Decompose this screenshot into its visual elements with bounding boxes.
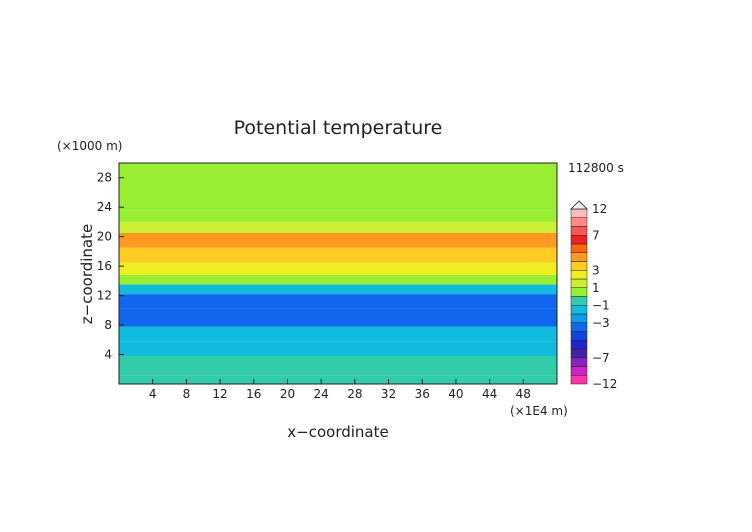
colorbar-swatch	[570, 348, 588, 358]
temperature-band-11	[119, 221, 557, 233]
temperature-band-9	[119, 247, 557, 263]
colorbar-label: 1	[592, 281, 600, 295]
colorbar-label: −1	[592, 298, 610, 312]
y-tick-label: 24	[97, 200, 112, 214]
temperature-band-8	[119, 262, 557, 275]
colorbar-label: −3	[592, 316, 610, 330]
x-tick-label: 28	[347, 387, 362, 401]
temperature-band-13	[119, 192, 557, 211]
x-axis: 4 8 12 16 20 24 28 32 36 40 44 48	[149, 379, 531, 401]
y-axis: 4 8 12 16 20 24 28	[97, 171, 124, 362]
temperature-band-12	[119, 210, 557, 222]
colorbar-swatch	[570, 226, 588, 236]
colorbar-swatch	[570, 322, 588, 332]
y-tick-label: 20	[97, 230, 112, 244]
colorbar-swatch	[570, 217, 588, 227]
x-tick-label: 48	[516, 387, 531, 401]
colorbar-label: 12	[592, 202, 607, 216]
x-tick-label: 4	[149, 387, 157, 401]
temperature-band-7	[119, 274, 557, 285]
x-tick-label: 44	[482, 387, 497, 401]
colorbar-swatch	[570, 366, 588, 376]
temperature-band-5	[119, 294, 557, 309]
colorbar-label: 3	[592, 263, 600, 277]
colorbar-extend-arrow	[570, 200, 588, 210]
y-tick-label: 16	[97, 259, 112, 273]
x-tick-label: 40	[448, 387, 463, 401]
temperature-band-1	[119, 356, 557, 376]
colorbar-swatch	[570, 243, 588, 253]
colorbar-swatch	[570, 252, 588, 262]
colorbar-swatch	[570, 340, 588, 350]
plot-frame	[118, 162, 558, 385]
x-tick-label: 12	[212, 387, 227, 401]
colorbar-swatch	[570, 208, 588, 218]
y-unit-label: (×1000 m)	[57, 139, 122, 153]
colorbar-swatch	[570, 375, 588, 385]
temperature-band-3	[119, 326, 557, 342]
colorbar-swatch	[570, 305, 588, 315]
colorbar-swatch	[570, 313, 588, 323]
temperature-band-6	[119, 284, 557, 295]
x-tick-label: 8	[183, 387, 191, 401]
y-tick-label: 28	[97, 171, 112, 185]
x-tick-label: 24	[314, 387, 329, 401]
colorbar-swatch	[570, 331, 588, 341]
temperature-band-2	[119, 341, 557, 357]
colorbar-label: −7	[592, 351, 610, 365]
x-tick-label: 20	[280, 387, 295, 401]
chart-title: Potential temperature	[234, 117, 443, 139]
y-tick-label: 4	[104, 348, 112, 362]
colorbar-swatch	[570, 357, 588, 367]
colorbar-swatch	[570, 296, 588, 306]
colorbar: 12 7 3 1 −1 −3 −7 −12	[570, 200, 617, 391]
y-tick-label: 8	[104, 318, 112, 332]
colorbar-swatch	[570, 278, 588, 288]
temperature-band-10	[119, 232, 557, 248]
colorbar-swatch	[570, 235, 588, 245]
time-label: 112800 s	[568, 161, 624, 175]
temperature-band-4	[119, 308, 557, 327]
temperature-band-14	[119, 163, 557, 193]
y-tick-label: 12	[97, 289, 112, 303]
colorbar-label: −12	[592, 377, 617, 391]
colorbar-swatch	[570, 270, 588, 280]
y-axis-label: z−coordinate	[78, 224, 96, 324]
x-tick-label: 16	[246, 387, 261, 401]
x-unit-label: (×1E4 m)	[510, 404, 568, 418]
x-tick-label: 36	[415, 387, 430, 401]
temperature-band-0	[119, 375, 557, 384]
colorbar-swatch	[570, 287, 588, 297]
x-tick-label: 32	[381, 387, 396, 401]
plot-area	[118, 162, 558, 385]
colorbar-swatch	[570, 261, 588, 271]
colorbar-label: 7	[592, 228, 600, 242]
x-axis-label: x−coordinate	[287, 423, 388, 441]
